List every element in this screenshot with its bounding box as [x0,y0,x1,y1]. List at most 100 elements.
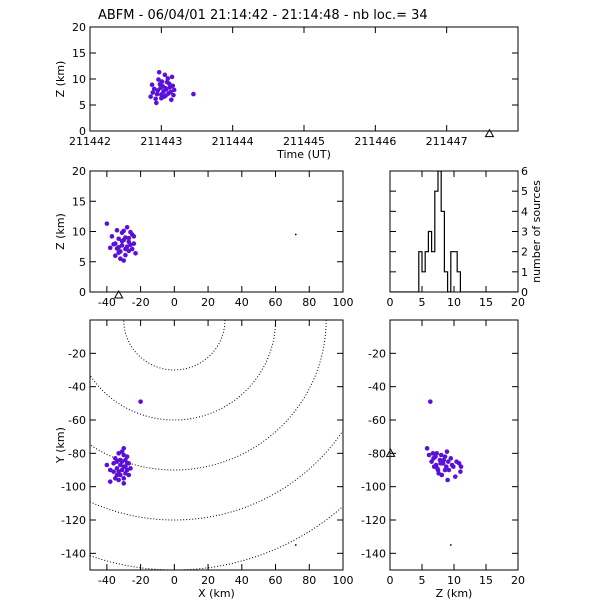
station-marker [385,448,396,457]
x-tick-label: 211447 [426,135,468,148]
source-point [113,253,118,258]
source-point [126,235,132,241]
x-tick-label: 60 [269,574,283,587]
data-layer [104,221,297,263]
source-point [121,464,127,469]
x-tick-label: -20 [132,296,150,309]
y-tick-label: -40 [68,381,86,394]
source-point [119,243,125,248]
y-tick-label: 15 [72,195,86,208]
plot-frame [389,319,519,571]
x-tick-label: 5 [419,574,426,587]
plot-frame [389,170,519,293]
source-point [107,467,113,473]
source-point [166,81,172,86]
stray-point [294,233,297,236]
source-point [116,236,121,242]
stray-point [449,544,452,546]
source-point [114,246,120,251]
source-point [170,83,176,89]
source-point [161,94,167,99]
x-tick-label: 211446 [354,135,396,148]
y-tick-label: 10 [72,73,86,86]
source-point [169,97,174,103]
y-tick-label: -40 [368,381,386,394]
source-point [123,252,128,258]
x-tick-label: 0 [171,574,178,587]
panel-height_y: 0 5 10 15 20 -20 -40 -60 -80 -100 -120 -140 Z (km) [361,319,525,600]
y-axis-label: Z (km) [54,61,67,98]
y-tick-label: -80 [68,447,86,460]
source-point [428,399,433,404]
x-tick-label: 10 [447,574,461,587]
source-point [126,248,132,254]
x-tick-label: -40 [98,296,116,309]
source-point [438,452,444,458]
y-tick-label: 15 [72,47,86,60]
x-tick-label: 5 [419,296,426,309]
source-point [435,467,441,473]
x-tick-label: 100 [333,296,354,309]
source-point [431,456,436,461]
y-tick-label: -60 [68,414,86,427]
x-tick-label: 211445 [283,135,325,148]
source-point [121,258,127,263]
data-layer [148,69,196,106]
source-point [191,91,196,97]
source-point [131,234,137,239]
y-axis-label: number of sources [530,180,543,283]
source-point [171,87,177,93]
y-tick-label: 0 [79,286,86,299]
source-point [121,228,127,234]
source-point [119,238,125,244]
y-tick-label: -140 [361,547,386,560]
source-point [444,449,450,454]
source-point [124,244,130,249]
panel-time_height: 211442 211443 211444 211445 211446 211447 0 5 10… [54,21,519,161]
source-point [124,461,130,466]
source-point [159,79,165,84]
source-point [446,467,452,473]
x-tick-label: 20 [201,296,215,309]
y-tick-label: -20 [68,347,86,360]
panel-plan_view: -40 -20 0 20 40 60 80 100 -20 -40 -60 -80 -100 -120 -1… [54,319,354,600]
source-point [424,446,430,451]
source-point [439,472,445,478]
source-point [431,464,437,469]
source-point [148,94,153,99]
source-point [150,90,156,95]
stray-point [294,544,297,546]
histogram-steps [390,171,518,292]
y-tick-label: 20 [72,165,86,178]
source-point [116,250,121,255]
source-point [114,227,120,233]
source-point [111,461,116,466]
data-layer [424,399,464,546]
x-tick-label: 40 [235,574,249,587]
x-tick-label: 211443 [140,135,182,148]
source-point [448,456,454,461]
source-point [121,476,127,481]
x-tick-label: -40 [98,574,116,587]
source-point [445,459,451,464]
y-tick-label: -120 [361,514,386,527]
y-tick-label: -100 [361,481,386,494]
x-tick-label: 40 [235,296,249,309]
station-marker [484,128,495,138]
source-point [114,472,120,478]
source-point [118,256,123,262]
source-point [123,471,128,476]
source-point [429,459,434,464]
y-tick-label: 3 [521,226,528,239]
source-point [154,100,159,106]
y-axis-label: Y (km) [54,427,67,464]
y-tick-label: 20 [72,21,86,34]
plot-frame [89,26,519,132]
source-point [162,72,168,78]
y-tick-label: 10 [72,226,86,239]
x-tick-label: 211442 [69,135,111,148]
source-point [426,452,432,458]
plot-frame [89,319,344,571]
